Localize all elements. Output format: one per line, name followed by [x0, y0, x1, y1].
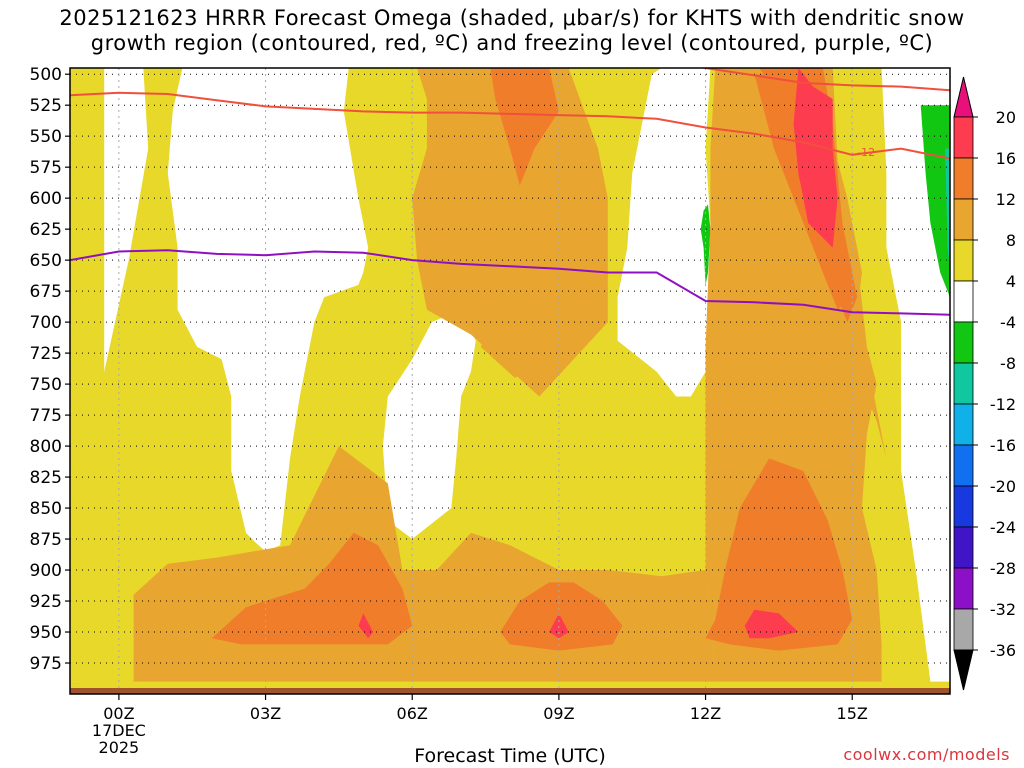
dgz-contour-label: -12	[857, 146, 875, 159]
x-tick-label-00Z: 00Z	[103, 704, 134, 723]
omega-region-16-low-c	[744, 609, 799, 639]
colorbar-label--4: -4	[1000, 313, 1016, 332]
y-tick-label-525: 525	[30, 96, 62, 116]
colorbar-segment-7	[953, 403, 974, 446]
colorbar-segment-9	[953, 485, 974, 528]
colorbar-segment-1	[953, 157, 974, 200]
y-tick-label-950: 950	[30, 623, 62, 643]
y-tick-label-500: 500	[30, 65, 62, 85]
y-tick-label-800: 800	[30, 437, 62, 457]
colorbar-label--12: -12	[990, 395, 1016, 414]
colorbar-label--16: -16	[990, 436, 1016, 455]
omega-region-16-low-b	[549, 613, 569, 639]
dgz-contour-upper	[699, 68, 950, 92]
omega-region-neg8-right	[945, 148, 950, 273]
colorbar-segment-3	[953, 239, 974, 282]
colorbar-label--36: -36	[990, 641, 1016, 660]
y-tick-label-775: 775	[30, 406, 62, 426]
colorbar-label--20: -20	[990, 477, 1016, 496]
y-tick-label-625: 625	[30, 220, 62, 240]
colorbar-segment-12	[953, 608, 974, 651]
y-tick-label-600: 600	[30, 189, 62, 209]
x-tick-label-09Z: 09Z	[543, 704, 574, 723]
date-label-day: 17DEC	[92, 721, 146, 740]
y-tick-label-875: 875	[30, 530, 62, 550]
colorbar-segment-11	[953, 567, 974, 610]
colorbar: 20 16 12 8 4 -4 -8 -12 -16 -20 -24 -28 -32 -36	[953, 76, 1016, 691]
y-tick-label-825: 825	[30, 468, 62, 488]
omega-region-12-low-b	[500, 582, 623, 651]
freezing-level-contour	[70, 249, 950, 316]
omega-yellow-left-strip	[70, 68, 105, 682]
colorbar-label-8: 8	[1006, 231, 1016, 250]
omega-region-16-low-a	[358, 613, 374, 639]
y-tick-label-575: 575	[30, 158, 62, 178]
colorbar-segment-2	[953, 198, 974, 241]
y-axis: 500 525 550 575 600 625 650 675 700 725 750 775 800 8…	[30, 65, 70, 674]
x-axis-label: Forecast Time (UTC)	[414, 745, 606, 767]
omega-region-12-low-c	[705, 458, 853, 651]
chart-title: 2025121623 HRRR Forecast Omega (shaded, …	[0, 6, 1024, 56]
colorbar-segment-4	[953, 280, 974, 323]
colorbar-label-12: 12	[996, 190, 1016, 209]
x-tick-label-03Z: 03Z	[250, 704, 281, 723]
colorbar-label--8: -8	[1000, 354, 1016, 373]
colorbar-label--28: -28	[990, 559, 1016, 578]
y-tick-label-725: 725	[30, 344, 62, 364]
x-tick-label-12Z: 12Z	[690, 704, 721, 723]
x-tick-label-15Z: 15Z	[837, 704, 868, 723]
title-line-1: 2025121623 HRRR Forecast Omega (shaded, …	[59, 6, 965, 30]
dgz-contour-lower	[70, 91, 950, 160]
omega-white-12z	[617, 68, 716, 397]
colorbar-top-arrow	[953, 76, 974, 118]
omega-shading	[70, 68, 950, 694]
date-label-year: 2025	[99, 738, 140, 757]
x-tick-label-06Z: 06Z	[397, 704, 428, 723]
colorbar-segment-6	[953, 362, 974, 405]
y-tick-label-925: 925	[30, 592, 62, 612]
y-tick-label-850: 850	[30, 499, 62, 519]
colorbar-label-4: 4	[1006, 272, 1016, 291]
omega-region-16-right	[793, 68, 838, 248]
omega-white-3z	[167, 68, 369, 552]
contour-lines: -12	[70, 68, 950, 316]
colorbar-label-20: 20	[996, 108, 1016, 127]
y-tick-label-700: 700	[30, 313, 62, 333]
omega-white-6z	[382, 309, 476, 539]
plot-frame	[69, 67, 951, 695]
omega-region-neg4-small	[700, 204, 711, 285]
colorbar-segment-10	[953, 526, 974, 569]
colorbar-label-16: 16	[996, 149, 1016, 168]
y-tick-label-750: 750	[30, 375, 62, 395]
omega-region-12-upper	[490, 68, 559, 186]
y-tick-label-975: 975	[30, 654, 62, 674]
colorbar-bottom-arrow	[953, 649, 974, 691]
title-line-2: growth region (contoured, red, ºC) and f…	[90, 31, 934, 55]
y-tick-label-550: 550	[30, 127, 62, 147]
omega-region-8-low2	[568, 576, 716, 645]
colorbar-segment-0	[953, 116, 974, 159]
ground-strip	[70, 688, 950, 694]
colorbar-segment-8	[953, 444, 974, 487]
site-credit[interactable]: coolwx.com/models	[843, 745, 1010, 764]
y-tick-label-650: 650	[30, 251, 62, 271]
y-tick-label-675: 675	[30, 282, 62, 302]
colorbar-label--24: -24	[990, 518, 1016, 537]
y-tick-label-900: 900	[30, 561, 62, 581]
colorbar-segment-5	[953, 321, 974, 364]
colorbar-label--32: -32	[990, 600, 1016, 619]
plot-grid	[70, 68, 950, 694]
